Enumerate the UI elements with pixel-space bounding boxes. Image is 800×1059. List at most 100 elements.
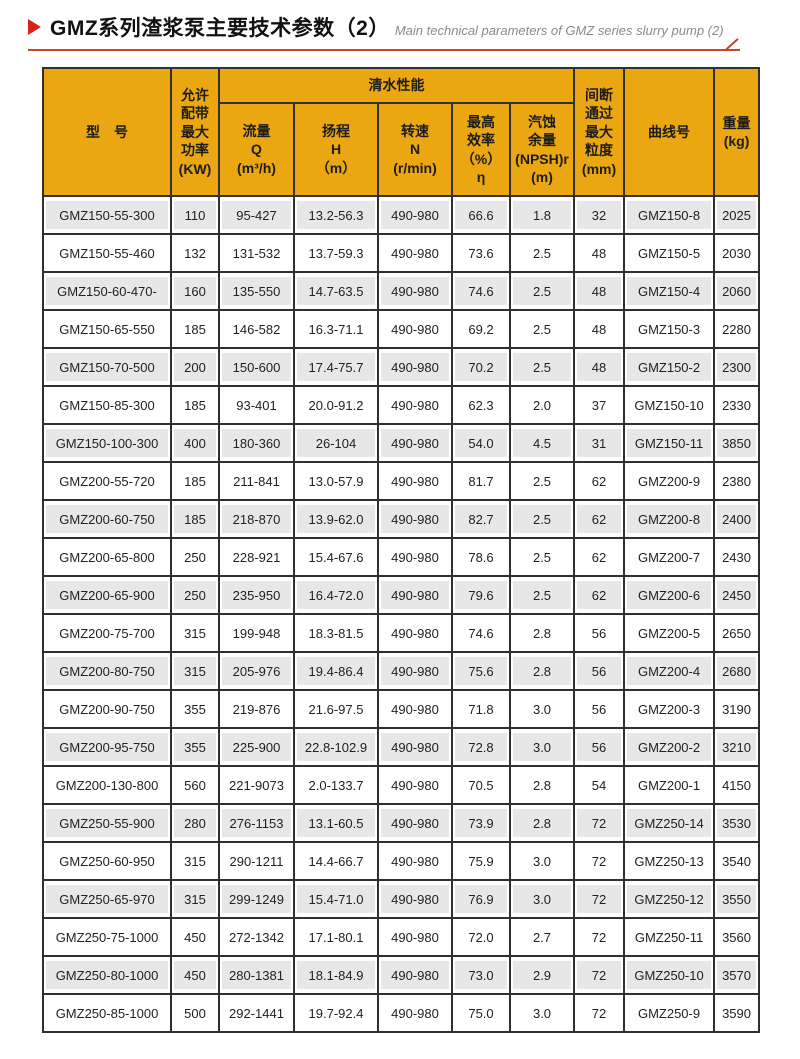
cell-efficiency: 75.6 — [451, 651, 511, 691]
cell-particle-size: 37 — [573, 385, 626, 425]
cell-speed-n: 490-980 — [377, 499, 453, 539]
cell-npsh: 3.0 — [508, 689, 576, 729]
cell-model: GMZ200-90-750 — [42, 689, 172, 729]
cell-flow-q: 199-948 — [218, 613, 295, 653]
cell-weight-kg: 3550 — [713, 879, 761, 919]
cell-model: GMZ200-60-750 — [42, 499, 172, 539]
table-row: GMZ200-95-750 355 225-900 22.8-102.9 490-980… — [42, 727, 761, 767]
cell-npsh: 2.7 — [508, 917, 576, 957]
table-row: GMZ150-55-300 110 95-427 13.2-56.3 490-980 66… — [42, 195, 761, 235]
cell-particle-size: 48 — [573, 233, 626, 273]
cell-max-power-kw: 315 — [170, 613, 220, 653]
cell-max-power-kw: 315 — [170, 879, 220, 919]
table-body: GMZ150-55-300 110 95-427 13.2-56.3 490-980 66… — [42, 195, 761, 1033]
table-row: GMZ150-85-300 185 93-401 20.0-91.2 490-980 62… — [42, 385, 761, 425]
table-row: GMZ200-65-800 250 228-921 15.4-67.6 490-980 7… — [42, 537, 761, 577]
cell-efficiency: 73.6 — [451, 233, 511, 273]
cell-curve-number: GMZ200-7 — [623, 537, 716, 577]
cell-max-power-kw: 185 — [170, 461, 220, 501]
cell-head-h: 17.1-80.1 — [293, 917, 379, 957]
cell-speed-n: 490-980 — [377, 689, 453, 729]
cell-model: GMZ200-75-700 — [42, 613, 172, 653]
cell-weight-kg: 3190 — [713, 689, 761, 729]
cell-particle-size: 56 — [573, 651, 626, 691]
cell-flow-q: 219-876 — [218, 689, 295, 729]
cell-efficiency: 75.9 — [451, 841, 511, 881]
cell-curve-number: GMZ250-14 — [623, 803, 716, 843]
cell-curve-number: GMZ150-5 — [623, 233, 716, 273]
cell-efficiency: 54.0 — [451, 423, 511, 463]
cell-particle-size: 54 — [573, 765, 626, 805]
cell-model: GMZ200-130-800 — [42, 765, 172, 805]
cell-particle-size: 31 — [573, 423, 626, 463]
cell-curve-number: GMZ250-9 — [623, 993, 716, 1033]
cell-efficiency: 81.7 — [451, 461, 511, 501]
cell-weight-kg: 2030 — [713, 233, 761, 273]
cell-weight-kg: 3570 — [713, 955, 761, 995]
cell-max-power-kw: 110 — [170, 195, 220, 235]
cell-speed-n: 490-980 — [377, 917, 453, 957]
cell-weight-kg: 2380 — [713, 461, 761, 501]
cell-efficiency: 62.3 — [451, 385, 511, 425]
cell-head-h: 20.0-91.2 — [293, 385, 379, 425]
cell-head-h: 15.4-67.6 — [293, 537, 379, 577]
cell-weight-kg: 2280 — [713, 309, 761, 349]
cell-head-h: 14.7-63.5 — [293, 271, 379, 311]
cell-max-power-kw: 185 — [170, 309, 220, 349]
cell-max-power-kw: 400 — [170, 423, 220, 463]
cell-max-power-kw: 450 — [170, 917, 220, 957]
cell-efficiency: 73.0 — [451, 955, 511, 995]
cell-npsh: 2.5 — [508, 233, 576, 273]
header-speed-n: 转速 N (r/min) — [377, 102, 453, 197]
cell-flow-q: 135-550 — [218, 271, 295, 311]
cell-flow-q: 228-921 — [218, 537, 295, 577]
cell-flow-q: 205-976 — [218, 651, 295, 691]
cell-flow-q: 221-9073 — [218, 765, 295, 805]
cell-model: GMZ150-100-300 — [42, 423, 172, 463]
cell-npsh: 2.5 — [508, 309, 576, 349]
cell-curve-number: GMZ250-10 — [623, 955, 716, 995]
cell-curve-number: GMZ150-4 — [623, 271, 716, 311]
cell-speed-n: 490-980 — [377, 841, 453, 881]
cell-weight-kg: 2300 — [713, 347, 761, 387]
cell-head-h: 19.7-92.4 — [293, 993, 379, 1033]
cell-speed-n: 490-980 — [377, 537, 453, 577]
cell-curve-number: GMZ200-2 — [623, 727, 716, 767]
table-header: 型 号 允许 配带 最大 功率 (KW) 清水性能 间断 通过 最大 粒度 (m… — [42, 67, 761, 197]
cell-npsh: 2.5 — [508, 461, 576, 501]
table-row: GMZ200-60-750 185 218-870 13.9-62.0 490-980 8… — [42, 499, 761, 539]
cell-curve-number: GMZ150-11 — [623, 423, 716, 463]
cell-particle-size: 72 — [573, 879, 626, 919]
cell-speed-n: 490-980 — [377, 271, 453, 311]
cell-weight-kg: 2650 — [713, 613, 761, 653]
cell-efficiency: 78.6 — [451, 537, 511, 577]
cell-head-h: 15.4-71.0 — [293, 879, 379, 919]
cell-particle-size: 56 — [573, 613, 626, 653]
cell-model: GMZ150-55-300 — [42, 195, 172, 235]
cell-model: GMZ200-80-750 — [42, 651, 172, 691]
cell-curve-number: GMZ150-10 — [623, 385, 716, 425]
cell-weight-kg: 2430 — [713, 537, 761, 577]
cell-model: GMZ150-85-300 — [42, 385, 172, 425]
cell-particle-size: 62 — [573, 537, 626, 577]
cell-efficiency: 66.6 — [451, 195, 511, 235]
cell-flow-q: 93-401 — [218, 385, 295, 425]
underline-slant-decoration — [724, 38, 739, 51]
cell-npsh: 2.8 — [508, 803, 576, 843]
cell-curve-number: GMZ250-12 — [623, 879, 716, 919]
cell-max-power-kw: 160 — [170, 271, 220, 311]
header-max-efficiency: 最高 效率 （%） η — [451, 102, 511, 197]
cell-speed-n: 490-980 — [377, 233, 453, 273]
cell-model: GMZ150-60-470- — [42, 271, 172, 311]
table-row: GMZ200-90-750 355 219-876 21.6-97.5 490-980 7… — [42, 689, 761, 729]
cell-particle-size: 48 — [573, 309, 626, 349]
cell-model: GMZ250-80-1000 — [42, 955, 172, 995]
cell-npsh: 2.5 — [508, 347, 576, 387]
cell-max-power-kw: 280 — [170, 803, 220, 843]
cell-head-h: 14.4-66.7 — [293, 841, 379, 881]
table-row: GMZ250-85-1000 500 292-1441 19.7-92.4 490-98… — [42, 993, 761, 1033]
cell-head-h: 21.6-97.5 — [293, 689, 379, 729]
cell-curve-number: GMZ200-6 — [623, 575, 716, 615]
parameters-table: 型 号 允许 配带 最大 功率 (KW) 清水性能 间断 通过 最大 粒度 (m… — [42, 67, 761, 1033]
cell-particle-size: 62 — [573, 461, 626, 501]
